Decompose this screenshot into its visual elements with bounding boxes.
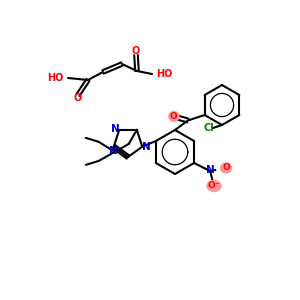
Text: O: O xyxy=(74,93,82,103)
Text: N: N xyxy=(142,142,151,152)
Text: O: O xyxy=(170,112,178,121)
Text: O: O xyxy=(132,46,140,56)
Text: HO: HO xyxy=(156,69,172,79)
Text: HO: HO xyxy=(48,73,64,83)
Text: N: N xyxy=(110,146,118,156)
Text: Cl: Cl xyxy=(204,123,214,133)
Text: N: N xyxy=(206,165,214,175)
Text: N: N xyxy=(111,124,120,134)
Ellipse shape xyxy=(207,181,221,191)
Ellipse shape xyxy=(169,112,179,122)
Ellipse shape xyxy=(220,163,232,173)
Text: O: O xyxy=(222,164,230,172)
Text: O⁻: O⁻ xyxy=(208,182,220,190)
